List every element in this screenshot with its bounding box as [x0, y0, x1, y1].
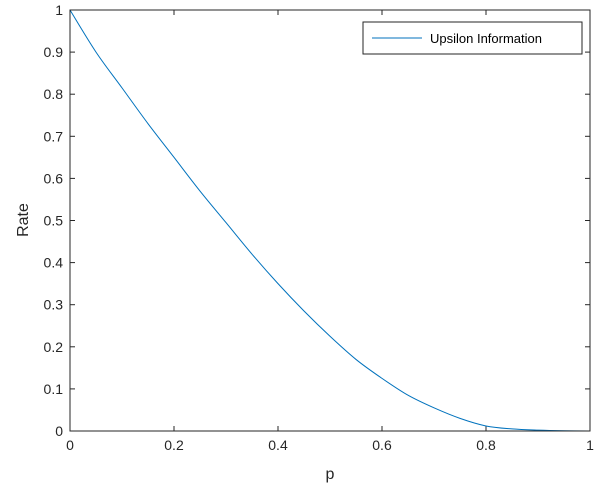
- y-tick-label: 0.7: [44, 128, 64, 144]
- y-tick-label: 0.2: [44, 339, 64, 355]
- legend-label: Upsilon Information: [430, 31, 542, 46]
- x-tick-label: 0.6: [372, 437, 392, 453]
- y-tick-label: 0.4: [44, 255, 64, 271]
- y-tick-label: 0.1: [44, 381, 64, 397]
- y-tick-label: 0.3: [44, 297, 64, 313]
- x-tick-label: 1: [586, 437, 594, 453]
- y-axis-ticks: 0 0.1 0.2 0.3 0.4 0.5 0.6 0.7 0.8 0.9 1: [44, 2, 590, 439]
- series-layer: [69, 9, 591, 432]
- x-axis-title: p: [326, 466, 335, 483]
- y-tick-label: 1: [55, 2, 63, 18]
- y-tick-label: 0.5: [44, 213, 64, 229]
- y-axis-title: Rate: [15, 203, 32, 237]
- y-tick-label: 0.9: [44, 44, 64, 60]
- y-tick-label: 0: [55, 423, 63, 439]
- y-tick-label: 0.6: [44, 170, 64, 186]
- series-line-0: [69, 9, 591, 432]
- x-axis-ticks: 0 0.2 0.4 0.6 0.8 1: [66, 10, 594, 453]
- y-tick-label: 0.8: [44, 86, 64, 102]
- plot-frame: [69, 9, 591, 432]
- x-tick-label: 0.8: [476, 437, 496, 453]
- plot-area: [70, 10, 590, 431]
- x-tick-label: 0.2: [164, 437, 184, 453]
- legend: Upsilon Information: [362, 21, 583, 55]
- x-tick-label: 0: [66, 437, 74, 453]
- x-tick-label: 0.4: [268, 437, 288, 453]
